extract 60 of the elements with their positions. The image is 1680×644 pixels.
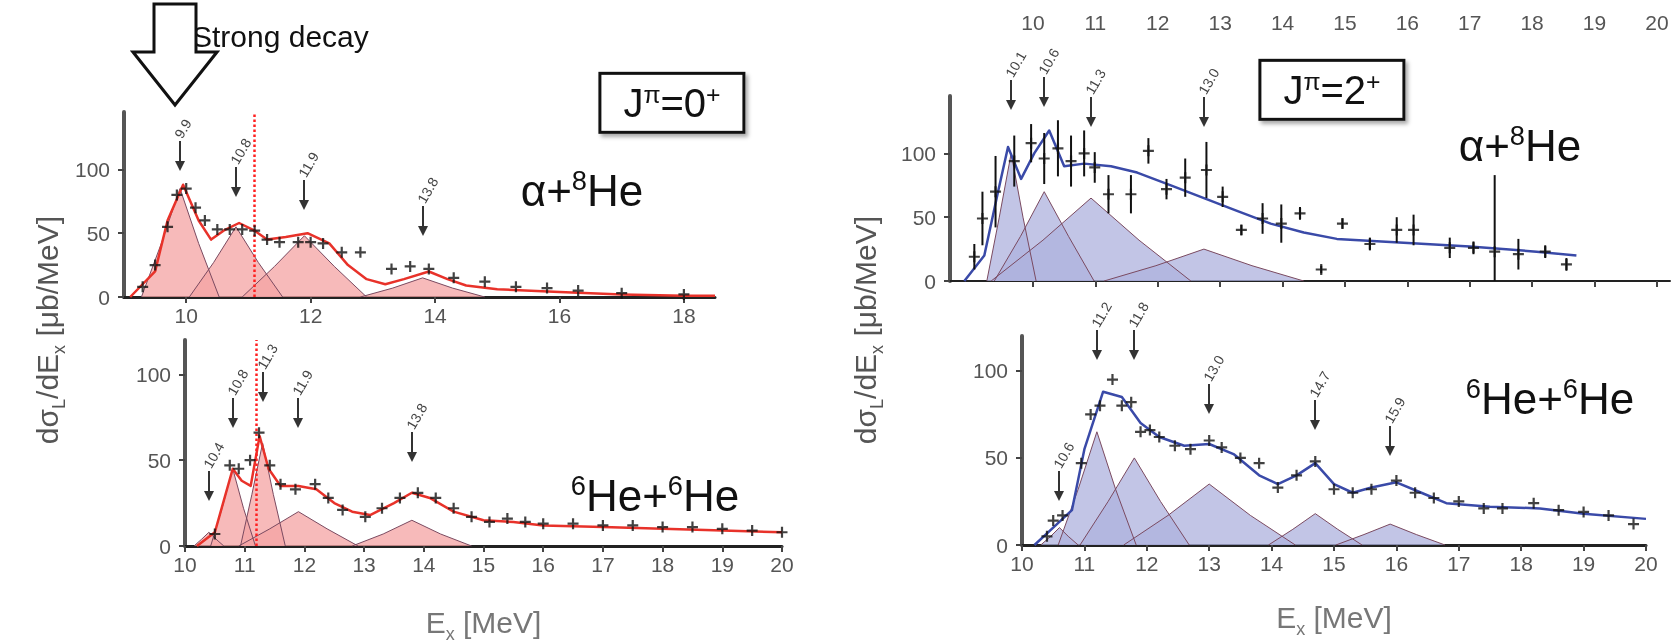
y-tick-label: 100 bbox=[135, 362, 171, 386]
y-tick-label: 50 bbox=[912, 205, 936, 229]
x-tick-label: 15 bbox=[1322, 552, 1346, 575]
x-tick-label: 10 bbox=[1010, 552, 1034, 575]
x-tick-label: 20 bbox=[770, 553, 794, 576]
x-tick-label: 17 bbox=[1447, 552, 1471, 575]
x-tick-label: 12 bbox=[1135, 552, 1159, 575]
x-tick-label: 10 bbox=[1021, 11, 1045, 34]
y-tick-label: 50 bbox=[86, 221, 110, 245]
y-tick-label: 0 bbox=[159, 534, 171, 558]
x-tick-label: 18 bbox=[1520, 11, 1544, 34]
x-tick-label: 17 bbox=[591, 553, 615, 576]
x-tick-label: 14 bbox=[412, 553, 436, 576]
x-tick-label: 18 bbox=[650, 553, 675, 576]
y-tick-label: 0 bbox=[924, 269, 936, 293]
y-tick-label: 50 bbox=[147, 448, 171, 472]
x-tick-label: 17 bbox=[1458, 11, 1482, 34]
x-tick-label: 10 bbox=[173, 553, 197, 576]
x-tick-label: 11 bbox=[233, 553, 256, 576]
annotation: α+$^{8}$He bbox=[1458, 120, 1582, 170]
y-tick-label: 0 bbox=[98, 285, 110, 309]
x-tick-label: 11 bbox=[1073, 552, 1096, 575]
x-tick-label: 18 bbox=[1509, 552, 1533, 575]
x-tick-label: 18 bbox=[672, 304, 696, 327]
x-tick-label: 13 bbox=[1208, 11, 1232, 34]
annotation: J$^{π}$=2$^{+}$ bbox=[1258, 58, 1406, 122]
y-tick-label: 100 bbox=[972, 359, 1008, 383]
x-tick-label: 19 bbox=[710, 553, 734, 576]
x-tick-label: 15 bbox=[471, 553, 496, 576]
x-tick-label: 19 bbox=[1582, 11, 1607, 34]
annotation: 9.9 bbox=[171, 115, 195, 141]
x-tick-label: 14 bbox=[1259, 552, 1284, 575]
x-tick-label: 13 bbox=[352, 553, 376, 576]
y-tick-label: 0 bbox=[996, 533, 1008, 557]
x-tick-label: 12 bbox=[292, 553, 317, 576]
y-tick-label: 50 bbox=[984, 446, 1008, 470]
x-tick-label: 16 bbox=[531, 553, 555, 576]
x-tick-label: 16 bbox=[547, 304, 572, 327]
x-tick-label: 15 bbox=[1333, 11, 1357, 34]
text: Strong decay bbox=[192, 20, 369, 53]
x-axis-title: E$_{x}$ [MeV] bbox=[425, 606, 542, 644]
x-tick-label: 11 bbox=[1084, 11, 1107, 34]
x-tick-label: 20 bbox=[1634, 552, 1658, 575]
x-tick-label: 14 bbox=[423, 304, 448, 327]
y-tick-label: 100 bbox=[74, 157, 110, 181]
x-tick-label: 12 bbox=[298, 304, 323, 327]
x-tick-label: 14 bbox=[1270, 11, 1295, 34]
annotation: $^{6}$He+$^{6}$He bbox=[570, 470, 740, 520]
x-tick-label: 13 bbox=[1197, 552, 1221, 575]
x-tick-label: 16 bbox=[1384, 552, 1409, 575]
x-tick-label: 10 bbox=[174, 304, 198, 327]
x-tick-label: 12 bbox=[1146, 11, 1170, 34]
annotation: α+$^{8}$He bbox=[520, 165, 644, 215]
x-axis-title: E$_{x}$ [MeV] bbox=[1276, 601, 1392, 639]
x-tick-label: 16 bbox=[1395, 11, 1420, 34]
y-tick-label: 100 bbox=[900, 141, 936, 165]
annotation: J$^{π}$=0$^{+}$ bbox=[598, 71, 746, 135]
x-tick-label: 20 bbox=[1645, 11, 1669, 34]
annotation: $^{6}$He+$^{6}$He bbox=[1465, 373, 1635, 423]
x-tick-label: 19 bbox=[1571, 552, 1596, 575]
